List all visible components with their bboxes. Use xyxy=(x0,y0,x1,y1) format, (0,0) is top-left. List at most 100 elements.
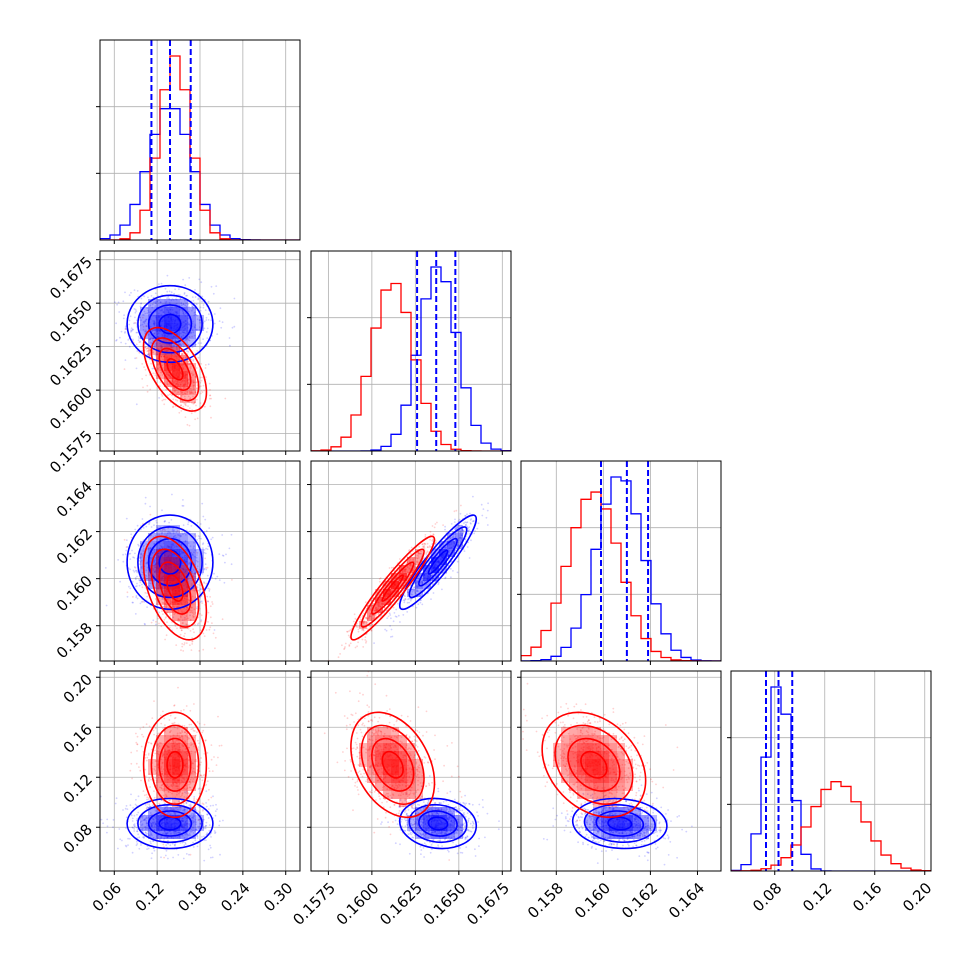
scatter-point xyxy=(192,306,195,308)
scatter-point xyxy=(215,803,217,806)
scatter-point xyxy=(183,635,186,638)
scatter-point xyxy=(166,274,169,277)
scatter-point xyxy=(347,634,350,637)
scatter-point xyxy=(190,391,193,394)
scatter-point xyxy=(188,336,191,339)
scatter-point xyxy=(209,596,212,598)
scatter-point xyxy=(181,353,183,356)
scatter-point xyxy=(184,632,186,635)
scatter-point xyxy=(176,627,178,630)
scatter-point xyxy=(404,598,406,600)
scatter-point xyxy=(140,557,142,559)
scatter-point xyxy=(212,632,215,635)
scatter-point xyxy=(214,810,217,812)
scatter-point xyxy=(189,630,192,632)
scatter-point xyxy=(149,349,151,352)
scatter-point xyxy=(169,614,172,617)
scatter-point xyxy=(174,298,177,301)
scatter-point xyxy=(148,803,151,806)
scatter-point xyxy=(426,542,429,545)
scatter-point xyxy=(133,828,136,830)
scatter-point xyxy=(141,313,144,316)
scatter-point xyxy=(148,338,150,341)
scatter-point xyxy=(145,325,148,327)
scatter-point xyxy=(206,595,209,598)
scatter-point xyxy=(228,547,231,550)
scatter-point xyxy=(196,845,199,848)
scatter-point xyxy=(133,289,136,291)
scatter-point xyxy=(155,342,157,345)
scatter-point xyxy=(102,822,104,825)
scatter-point xyxy=(182,342,185,345)
scatter-point xyxy=(174,389,177,391)
scatter-point xyxy=(219,307,222,310)
scatter-point xyxy=(130,330,133,332)
scatter-point xyxy=(399,621,401,623)
scatter-point xyxy=(452,570,454,572)
scatter-point xyxy=(185,404,187,407)
scatter-point xyxy=(155,623,157,626)
scatter-point xyxy=(427,551,429,554)
scatter-point xyxy=(200,281,203,284)
scatter-point xyxy=(459,512,462,515)
scatter-point xyxy=(124,332,126,334)
scatter-point xyxy=(126,808,129,811)
scatter-point xyxy=(481,514,484,517)
scatter-point xyxy=(179,297,182,300)
scatter-point xyxy=(112,826,114,829)
scatter-point xyxy=(178,411,181,414)
scatter-point xyxy=(179,534,182,537)
scatter-point xyxy=(125,549,128,552)
scatter-point xyxy=(145,348,148,350)
scatter-point xyxy=(193,796,196,798)
grid-lines xyxy=(100,39,931,871)
scatter-point xyxy=(191,296,194,298)
scatter-point xyxy=(221,321,224,324)
scatter-point xyxy=(141,363,144,365)
scatter-point xyxy=(209,804,212,807)
scatter-point xyxy=(182,405,185,408)
scatter-point xyxy=(199,318,201,321)
scatter-point xyxy=(201,543,204,546)
scatter-point xyxy=(196,539,198,541)
scatter-point xyxy=(431,525,434,527)
scatter-point xyxy=(172,386,175,389)
scatter-point xyxy=(172,532,175,535)
scatter-point xyxy=(184,403,187,406)
scatter-point xyxy=(160,625,163,628)
scatter-point xyxy=(141,583,143,586)
scatter-point xyxy=(122,560,125,563)
scatter-point xyxy=(182,499,184,501)
scatter-point xyxy=(385,629,388,632)
scatter-point xyxy=(473,532,476,535)
scatter-point xyxy=(149,840,152,843)
scatter-point xyxy=(138,557,141,560)
scatter-point xyxy=(191,643,194,645)
scatter-point xyxy=(168,290,171,293)
scatter-point xyxy=(458,518,461,521)
scatter-point xyxy=(344,646,346,648)
scatter-point xyxy=(154,346,157,349)
scatter-point xyxy=(140,552,143,555)
scatter-point xyxy=(186,423,189,426)
scatter-point xyxy=(144,592,147,594)
scatter-point xyxy=(218,824,221,827)
scatter-point xyxy=(135,343,138,346)
scatter-point xyxy=(424,536,427,538)
scatter-point xyxy=(135,403,138,406)
scatter-point xyxy=(161,395,164,397)
scatter-point xyxy=(114,301,116,304)
scatter-point xyxy=(182,356,185,359)
scatter-point xyxy=(218,553,221,555)
scatter-point xyxy=(224,397,227,400)
scatter-point xyxy=(195,381,198,384)
scatter-point xyxy=(221,534,224,536)
scatter-point xyxy=(344,642,347,645)
scatter-point xyxy=(170,299,173,302)
scatter-point xyxy=(152,351,155,354)
scatter-point xyxy=(195,303,198,306)
scatter-point xyxy=(144,346,146,349)
scatter-point xyxy=(130,291,132,294)
scatter-point xyxy=(467,529,470,532)
scatter-point xyxy=(179,390,182,393)
